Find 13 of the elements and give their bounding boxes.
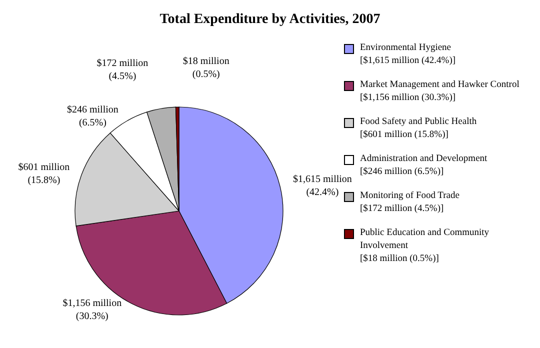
data-label: $1,156 million (30.3%) bbox=[62, 298, 122, 322]
chart-title: Total Expenditure by Activities, 2007 bbox=[158, 11, 382, 29]
data-label: $172 million (4.5%) bbox=[96, 58, 148, 82]
legend-label: Administration and Development [$246 million (6.5%)] bbox=[360, 153, 488, 179]
data-label: $18 million (0.5%) bbox=[182, 56, 230, 80]
legend-label: Monitoring of Food Trade [$172 million (4.5%)] bbox=[360, 190, 460, 216]
legend-label: Public Education and Community Involvement [$18 million (0.5%)] bbox=[360, 227, 490, 266]
legend-label: Food Safety and Public Health [$601 million (15.8%)] bbox=[360, 116, 477, 142]
data-label: $246 million (6.5%) bbox=[66, 104, 118, 128]
data-label: $601 million (15.8%) bbox=[18, 162, 70, 186]
legend-label: Market Management and Hawker Control [$1,156 million (30.3%)] bbox=[360, 79, 520, 105]
legend-label: Environmental Hygiene [$1,615 million (42.4%)] bbox=[360, 42, 456, 68]
data-label: $1,615 million (42.4%) bbox=[293, 174, 352, 198]
